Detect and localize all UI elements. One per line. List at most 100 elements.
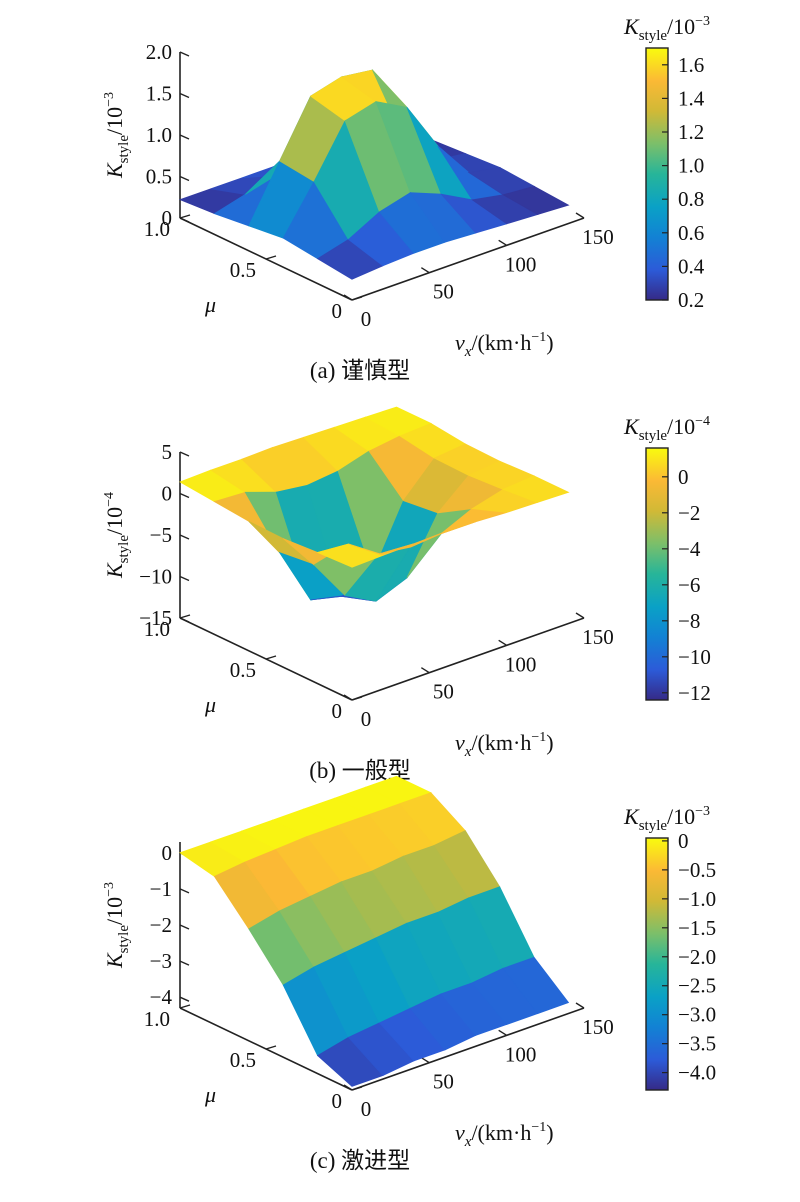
colorbar-tick-label: 0 [678,465,689,489]
v-tick [420,667,430,674]
z-tick [179,960,190,966]
colorbar-gradient [645,837,669,1091]
colorbar-tick-label: −10 [678,645,711,669]
mu-axis-label: μ [204,292,216,317]
surface-patch [502,956,570,1015]
v-label-exp: −1 [531,330,546,345]
v-tick-label: 100 [505,1042,537,1066]
v-label-end: ) [546,730,553,755]
colorbar-tick-label: −6 [678,573,700,597]
z-tick [179,575,190,582]
colorbar-tick-label: −2.0 [678,945,716,969]
v-tick [420,1057,430,1064]
z-tick-label: 1.0 [146,123,172,147]
panel-caption: (a) 谨慎型 [310,358,410,383]
z-axis-label: Kstyle/10−4 [102,492,132,579]
v-tick-label: 150 [582,225,614,249]
v-tick [575,612,585,619]
v-label-sub: x [464,344,472,360]
mu-axis-label: μ [204,1082,216,1107]
colorbar-label-sub: style [639,428,668,444]
z-tick [179,217,190,223]
colorbar-tick-label: 1.2 [678,120,704,144]
z-tick-label: 0.5 [146,165,172,189]
z-tick [179,888,190,894]
v-label-sub: x [464,1134,472,1150]
colorbar: 0.2 0.4 0.6 0.8 1.0 1.2 1.4 1.6 Kstyle/10−3 [623,14,710,312]
mu-tick [179,214,191,219]
v-label-unit: /(km·h [471,730,531,755]
mu-tick-label: 0.5 [230,658,256,682]
colorbar-label-rest: /10 [667,804,695,829]
z-tick-label: −10 [139,565,172,589]
colorbar-tick-label: −2.5 [678,974,716,998]
v-label-end: ) [546,330,553,355]
z-tick [179,534,190,540]
surface [179,775,570,1087]
z-tick-label: 0 [162,206,173,230]
colorbar-tick-label: 0.8 [678,187,704,211]
mu-tick-label: 0.5 [230,258,256,282]
z-tick [179,492,190,499]
z-label-main: K [102,562,127,579]
v-label-unit: /(km·h [471,330,531,355]
v-tick-label: 0 [361,707,372,731]
z-tick [179,175,190,182]
v-tick-label: 50 [433,280,454,304]
colorbar-tick-label: −4 [678,537,701,561]
colorbar-tick-label: −0.5 [678,858,716,882]
colorbar-tick-label: 0 [678,829,689,853]
v-tick [343,694,353,701]
colorbar-gradient [645,47,669,301]
v-tick-label: 0 [361,1097,372,1121]
z-label-exp: −3 [102,882,117,897]
colorbar: −4.0−3.5−3.0−2.5−2.0−1.5−1.0−0.50Kstyle/… [623,804,716,1091]
z-tick-label: 0 [162,841,173,865]
z-tick [179,134,190,140]
z-tick-label: 0 [162,482,173,506]
panel-a-cautious: 00.51.01.52.000.51.0050100150Kstyle/10−3… [102,14,710,383]
z-label-main: K [102,952,127,969]
v-axis-line [351,617,585,701]
z-tick-label: −4 [150,985,173,1009]
colorbar-tick-label: 0.4 [678,254,705,278]
mu-tick [351,1086,363,1091]
colorbar-tick-label: 1.6 [678,53,704,77]
z-label-rest: /10 [102,507,127,535]
v-axis-label: vx/(km·h−1) [455,730,554,760]
mu-tick-label: 0.5 [230,1048,256,1072]
z-label-sub: style [116,925,132,954]
v-axis-label: vx/(km·h−1) [455,330,554,360]
v-label-main: v [455,330,465,355]
v-label-end: ) [546,1120,553,1145]
colorbar-tick-label: −2 [678,501,700,525]
z-label-rest: /10 [102,897,127,925]
panel-c-aggressive: −4−3−2−1000.51.0050100150Kstyle/10−3μvx/… [102,775,716,1173]
mu-tick [179,1004,191,1009]
colorbar-tick-label: 1.4 [678,86,705,110]
colorbar-tick-label: −3.5 [678,1032,716,1056]
v-tick-label: 150 [582,625,614,649]
colorbar-tick-label: −1.0 [678,887,716,911]
colorbar-label-main: K [623,414,640,439]
v-tick-label: 100 [505,252,537,276]
z-label-sub: style [116,135,132,164]
mu-tick [179,614,191,619]
z-tick [179,92,190,99]
surface [178,69,570,280]
panel-b-normal: −15−10−50500.51.0050100150Kstyle/10−4μvx… [102,406,711,783]
z-axis-label: Kstyle/10−3 [102,882,132,969]
mu-tick-label: 1.0 [144,217,170,241]
v-axis-line [351,1007,585,1091]
z-tick [179,451,190,457]
panel-caption: (c) 激进型 [310,1148,410,1173]
mu-tick-label: 0 [332,1089,343,1113]
colorbar-label-sub: style [639,28,668,44]
v-label-exp: −1 [531,1120,546,1135]
z-axis-label: Kstyle/10−3 [102,92,132,179]
z-tick-label: −1 [150,877,172,901]
colorbar-label: Kstyle/10−4 [623,414,710,444]
v-axis-line [351,217,585,301]
